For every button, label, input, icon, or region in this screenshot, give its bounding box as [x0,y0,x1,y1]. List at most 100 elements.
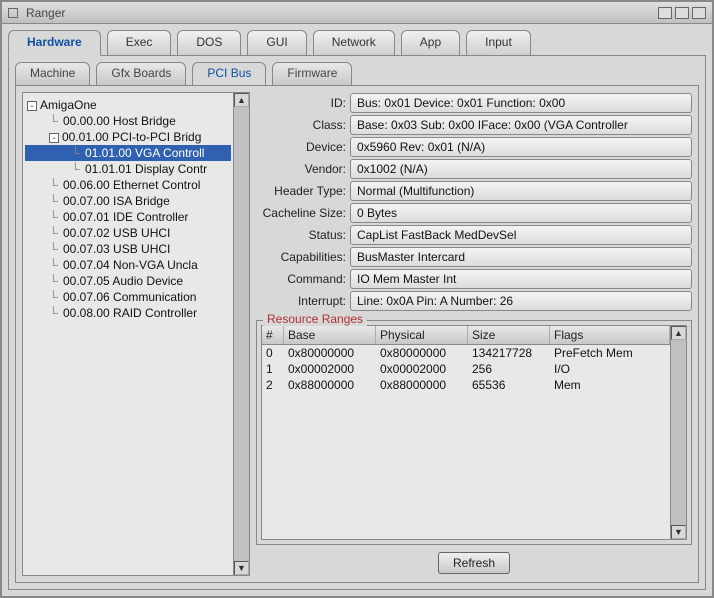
tree-item[interactable]: └ 01.01.00 VGA Controll [25,145,231,161]
tree-item-label: 00.07.01 IDE Controller [63,210,188,224]
field-row: Cacheline Size:0 Bytes [256,202,692,224]
field-label: Capabilities: [256,250,350,264]
refresh-button[interactable]: Refresh [438,552,510,574]
tab-input[interactable]: Input [466,30,531,56]
field-row: Class:Base: 0x03 Sub: 0x00 IFace: 0x00 (… [256,114,692,136]
scroll-track[interactable] [234,107,249,561]
table-cell: 0x00002000 [376,361,468,377]
iconify-button[interactable] [658,7,672,19]
tree-item-label: 00.07.05 Audio Device [63,274,183,288]
table-cell: 0x00002000 [284,361,376,377]
field-value: 0x1002 (N/A) [350,159,692,179]
tab-exec[interactable]: Exec [107,30,172,56]
tree-item[interactable]: └ 00.00.00 Host Bridge [25,113,231,129]
table-cell: 256 [468,361,550,377]
column-header[interactable]: Base [284,326,376,344]
scroll-down-icon[interactable]: ▼ [671,525,686,539]
tree-item[interactable]: └ 00.07.06 Communication [25,289,231,305]
scroll-down-icon[interactable]: ▼ [234,561,249,575]
field-row: Command:IO Mem Master Int [256,268,692,290]
field-value: IO Mem Master Int [350,269,692,289]
group-title: Resource Ranges [263,312,367,326]
subtab-machine[interactable]: Machine [15,62,90,86]
tree-item-label: 00.07.06 Communication [63,290,196,304]
table-cell: 0x80000000 [284,345,376,361]
tree-item-label: 00.06.00 Ethernet Control [63,178,200,192]
tree-container: -AmigaOne└ 00.00.00 Host Bridge-00.01.00… [22,92,250,576]
field-row: Device:0x5960 Rev: 0x01 (N/A) [256,136,692,158]
table-header: #BasePhysicalSizeFlags [262,326,670,345]
table-cell: 0x88000000 [376,377,468,393]
tree-item[interactable]: └ 00.07.00 ISA Bridge [25,193,231,209]
field-row: Status:CapList FastBack MedDevSel [256,224,692,246]
field-row: Vendor:0x1002 (N/A) [256,158,692,180]
tab-app[interactable]: App [401,30,460,56]
titlebar[interactable]: Ranger [2,2,712,24]
field-value: Bus: 0x01 Device: 0x01 Function: 0x00 [350,93,692,113]
table-row[interactable]: 20x880000000x8800000065536Mem [262,377,670,393]
tree-item[interactable]: └ 00.06.00 Ethernet Control [25,177,231,193]
tree-item-label: 00.08.00 RAID Controller [63,306,197,320]
field-value: Normal (Multifunction) [350,181,692,201]
tree-item[interactable]: └ 00.07.05 Audio Device [25,273,231,289]
field-label: Status: [256,228,350,242]
table-cell: PreFetch Mem [550,345,670,361]
field-label: Device: [256,140,350,154]
subtab-gfx-boards[interactable]: Gfx Boards [96,62,186,86]
column-header[interactable]: Size [468,326,550,344]
depth-button[interactable] [692,7,706,19]
column-header[interactable]: # [262,326,284,344]
table-cell: 0x80000000 [376,345,468,361]
tree-toggle-icon[interactable]: - [49,133,59,143]
tree-item[interactable]: └ 00.07.02 USB UHCI [25,225,231,241]
tree-toggle-icon[interactable]: - [27,101,37,111]
column-header[interactable]: Flags [550,326,670,344]
scroll-up-icon[interactable]: ▲ [234,93,249,107]
field-label: Class: [256,118,350,132]
tree-item-label: 01.01.00 VGA Controll [85,146,204,160]
field-label: Cacheline Size: [256,206,350,220]
window-menu-icon[interactable] [8,8,18,18]
tree-item[interactable]: └ 00.08.00 RAID Controller [25,305,231,321]
tree-item[interactable]: └ 00.07.04 Non-VGA Uncla [25,257,231,273]
field-row: Header Type:Normal (Multifunction) [256,180,692,202]
tree-item[interactable]: └ 00.07.01 IDE Controller [25,209,231,225]
table-scrollbar[interactable]: ▲ ▼ [671,325,687,540]
detail-panel: ID:Bus: 0x01 Device: 0x01 Function: 0x00… [256,92,692,576]
sub-tabpanel: -AmigaOne└ 00.00.00 Host Bridge-00.01.00… [15,85,699,583]
field-value: Line: 0x0A Pin: A Number: 26 [350,291,692,311]
tab-network[interactable]: Network [313,30,395,56]
tab-dos[interactable]: DOS [177,30,241,56]
tree-scrollbar[interactable]: ▲ ▼ [234,92,250,576]
resource-ranges-group: Resource Ranges #BasePhysicalSizeFlags 0… [256,320,692,545]
main-tabs: HardwareExecDOSGUI NetworkAppInput [8,30,706,56]
subtab-pci-bus[interactable]: PCI Bus [192,62,266,86]
table-row[interactable]: 00x800000000x80000000134217728PreFetch M… [262,345,670,361]
scroll-up-icon[interactable]: ▲ [671,326,686,340]
field-value: 0 Bytes [350,203,692,223]
scroll-track[interactable] [671,340,686,525]
table-row[interactable]: 10x000020000x00002000256I/O [262,361,670,377]
tree-item[interactable]: └ 00.07.03 USB UHCI [25,241,231,257]
field-value: Base: 0x03 Sub: 0x00 IFace: 0x00 (VGA Co… [350,115,692,135]
zoom-button[interactable] [675,7,689,19]
tree-item-label: AmigaOne [40,98,97,112]
tab-hardware[interactable]: Hardware [8,30,101,56]
tree-item-label: 00.07.04 Non-VGA Uncla [63,258,198,272]
table-cell: I/O [550,361,670,377]
device-tree[interactable]: -AmigaOne└ 00.00.00 Host Bridge-00.01.00… [22,92,234,576]
main-tabpanel: MachineGfx BoardsPCI BusFirmware -AmigaO… [8,55,706,590]
tree-item[interactable]: └ 01.01.01 Display Contr [25,161,231,177]
subtab-firmware[interactable]: Firmware [272,62,352,86]
field-row: Interrupt:Line: 0x0A Pin: A Number: 26 [256,290,692,312]
tab-gui[interactable]: GUI [247,30,306,56]
main-window: Ranger HardwareExecDOSGUI NetworkAppInput… [0,0,714,598]
tree-item-label: 00.07.02 USB UHCI [63,226,170,240]
tree-item-label: 00.01.00 PCI-to-PCI Bridg [62,130,201,144]
sub-tabs: MachineGfx BoardsPCI BusFirmware [15,62,699,86]
tree-item[interactable]: -00.01.00 PCI-to-PCI Bridg [25,129,231,145]
tree-item[interactable]: -AmigaOne [25,97,231,113]
field-label: Command: [256,272,350,286]
window-title: Ranger [26,6,65,20]
column-header[interactable]: Physical [376,326,468,344]
